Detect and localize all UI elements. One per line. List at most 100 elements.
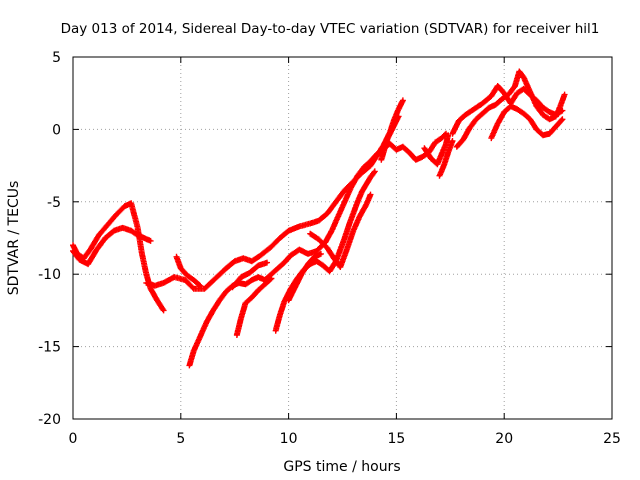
data-point	[496, 122, 499, 125]
data-point	[515, 107, 519, 111]
data-point	[339, 265, 342, 269]
data-point	[434, 141, 437, 144]
data-point	[347, 223, 351, 227]
data-point	[199, 284, 202, 287]
y-tick-label: -10	[38, 267, 61, 283]
data-point	[496, 84, 499, 88]
data-point	[343, 200, 346, 203]
data-point	[263, 283, 267, 286]
data-point	[330, 229, 333, 232]
data-point	[211, 309, 215, 312]
data-point	[192, 349, 195, 353]
data-point	[293, 286, 297, 289]
data-point	[136, 226, 139, 230]
data-point	[490, 94, 493, 98]
series-pass-7	[229, 259, 270, 291]
data-point	[145, 281, 148, 285]
data-point	[468, 126, 471, 130]
x-tick-label: 25	[603, 431, 621, 447]
data-point	[515, 92, 519, 95]
data-point	[142, 236, 146, 240]
data-point	[395, 148, 398, 151]
data-point	[369, 160, 372, 163]
data-point	[300, 273, 303, 276]
data-point	[250, 278, 254, 282]
data-point	[522, 76, 525, 79]
data-point	[358, 215, 361, 218]
data-point	[388, 142, 392, 146]
data-point	[356, 200, 359, 203]
data-point	[554, 125, 558, 128]
y-tick-label: 0	[52, 122, 61, 138]
series-pass-2	[70, 224, 154, 268]
data-point	[438, 174, 441, 177]
data-point	[429, 157, 433, 160]
data-point	[380, 158, 383, 161]
data-point	[401, 99, 405, 102]
data-point	[71, 249, 75, 253]
data-series	[70, 68, 568, 369]
data-point	[306, 252, 310, 256]
data-point	[472, 107, 476, 111]
data-point	[500, 97, 504, 101]
y-tick-label: 5	[52, 50, 61, 66]
data-point	[287, 229, 290, 232]
data-point	[162, 309, 165, 312]
data-point	[114, 213, 118, 216]
data-point	[481, 102, 484, 105]
data-point	[240, 275, 243, 279]
data-point	[175, 255, 178, 258]
data-point	[183, 278, 187, 282]
data-point	[317, 219, 320, 222]
data-point	[233, 260, 236, 263]
series-pass-6	[233, 275, 275, 338]
data-point	[214, 277, 217, 280]
data-point	[130, 229, 133, 232]
data-point	[421, 155, 424, 159]
data-point	[309, 232, 312, 235]
data-point	[89, 248, 92, 251]
data-point	[97, 233, 101, 237]
data-point	[509, 105, 512, 108]
data-point	[561, 118, 564, 121]
data-point	[326, 246, 329, 250]
data-point	[440, 152, 443, 156]
data-point	[309, 222, 312, 225]
series-pass-4	[173, 253, 204, 289]
x-axis-label: GPS time / hours	[283, 459, 400, 475]
data-point	[345, 248, 348, 251]
data-point	[339, 248, 342, 251]
x-tick-label: 5	[176, 431, 185, 447]
data-point	[317, 238, 320, 241]
y-tick-label: -20	[38, 412, 61, 428]
data-point	[78, 258, 81, 261]
data-point	[257, 275, 260, 279]
data-point	[283, 261, 286, 264]
series-markers	[143, 97, 406, 292]
data-point	[369, 193, 372, 196]
data-point	[328, 270, 331, 273]
data-point	[240, 316, 243, 319]
data-point	[541, 106, 545, 109]
data-point	[242, 257, 245, 260]
data-point	[149, 287, 152, 290]
chart-title: Day 013 of 2014, Sidereal Day-to-day VTE…	[61, 21, 600, 37]
data-point	[235, 333, 239, 337]
series-markers	[378, 113, 402, 163]
data-point	[440, 136, 443, 140]
data-point	[244, 283, 247, 286]
data-point	[414, 158, 417, 161]
data-point	[250, 260, 254, 263]
data-point	[257, 264, 260, 267]
data-point	[218, 299, 221, 302]
data-point	[149, 239, 152, 243]
data-point	[446, 134, 450, 137]
series-pass-16	[488, 103, 566, 142]
series-pass-14	[449, 83, 566, 137]
data-point	[365, 203, 368, 206]
data-point	[289, 254, 292, 257]
series-pass-5	[186, 130, 449, 369]
data-point	[561, 109, 564, 112]
data-point	[278, 313, 282, 316]
data-point	[444, 132, 448, 135]
